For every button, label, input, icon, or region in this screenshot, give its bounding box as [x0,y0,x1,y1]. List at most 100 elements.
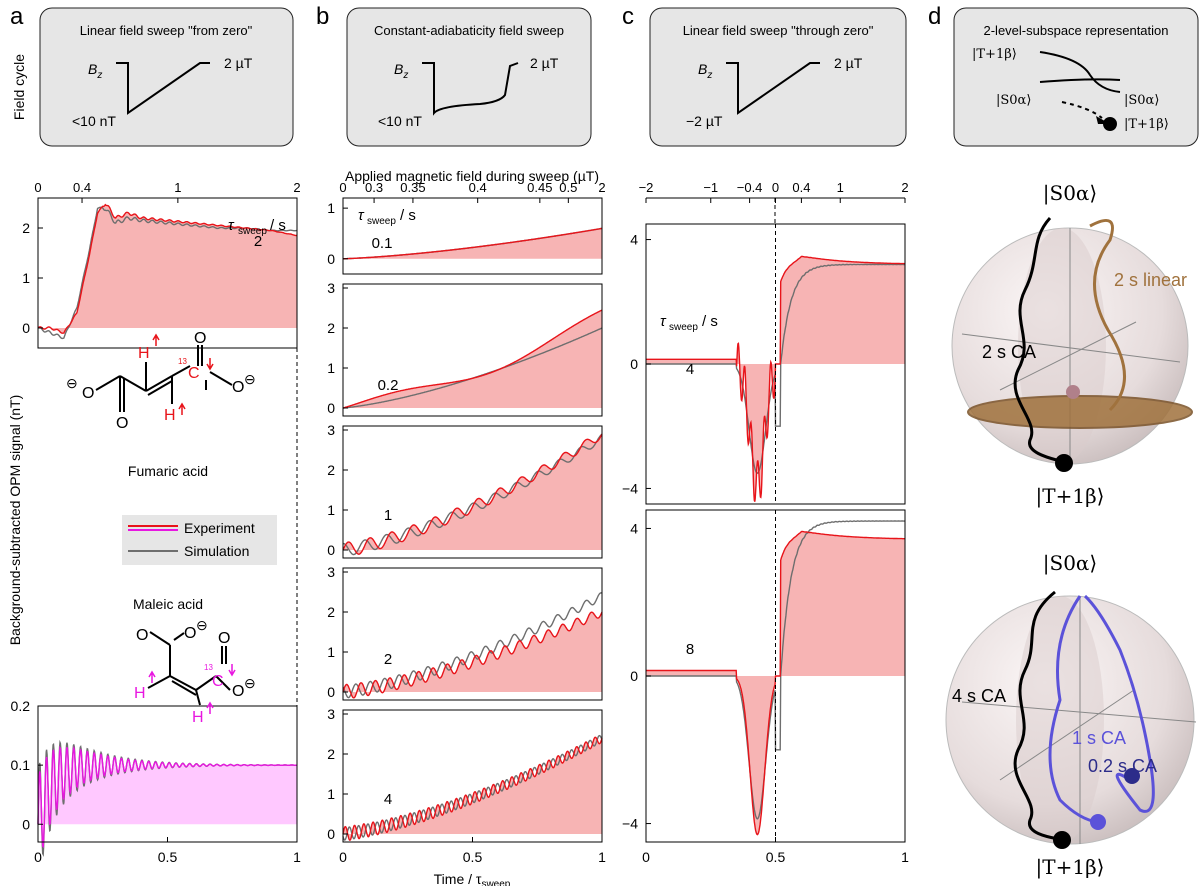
sphere-bottom-ket-s: |S0α⟩ [1043,551,1097,576]
bz-label-c: Bz [698,61,712,81]
y-axis-label: Background-subtracted OPM signal (nT) [7,395,23,646]
cycle-bottom-c: −2 µT [686,113,723,129]
simulation-line [646,263,906,474]
y-tick-label: 2 [327,604,335,620]
sphere-bottom-ket-t: |T+1β⟩ [1036,855,1105,880]
panel-letter-a: a [10,3,24,30]
maleic-name: Maleic acid [133,596,203,612]
tau-label-b: τ [358,207,365,224]
y-tick-label: 2 [327,462,335,478]
svg-text:⊖: ⊖ [196,617,208,633]
experiment-line [342,433,603,555]
y-tick-label: 2 [22,220,30,236]
x-tick-label: 1 [598,849,606,865]
experiment-line [343,227,603,260]
ket-s-right: |S0α⟩ [1124,93,1159,108]
panel-letter-b: b [316,3,329,30]
y-tick-label: −4 [622,480,638,496]
y-tick-label: 0 [327,542,335,558]
top-tick-label: 0.5 [559,180,577,195]
sphere-top-label-linear: 2 s linear [1114,270,1187,290]
tau-label-c-sub: sweep [669,322,698,333]
y-tick-label: 4 [630,520,638,536]
svg-text:O: O [82,385,94,402]
ket-t-left: |T+1β⟩ [972,47,1017,62]
maleic-acid-structure: Maleic acid O O ⊖ H H 13 C O O ⊖ [133,596,256,726]
top-tick-label: 0.4 [792,180,810,195]
legend-simulation: Simulation [184,543,249,559]
cycle-box-b-title: Constant-adiabaticity field sweep [374,23,564,38]
svg-text:H: H [138,345,150,362]
ket-t-right: |T+1β⟩ [1124,117,1169,132]
y-tick-label: 1 [327,200,335,216]
x-axis-label: Time / τsweep [434,871,511,886]
signal-area [343,310,602,408]
cycle-box-d: 2-level-subspace representation |T+1β⟩ |… [953,7,1199,147]
y-tick-label: 0.2 [11,698,31,714]
y-tick-label: 1 [327,360,335,376]
signal-area [343,434,602,555]
cycle-top-a: 2 µT [224,55,253,71]
top-tick-label: 2 [598,180,605,195]
tau-label-a-sub: sweep [238,226,267,237]
cycle-top-b: 2 µT [530,55,559,71]
cycle-box-b: Constant-adiabaticity field sweep Bz 2 µ… [346,7,592,147]
plot-frame [37,197,298,349]
legend: Experiment Simulation [122,515,277,565]
tau-label-a: τ [228,217,235,234]
top-tick-label: −0.4 [737,180,763,195]
y-tick-label: 0 [327,400,335,416]
x-tick-label: 0.5 [766,849,786,865]
cycle-bottom-a: <10 nT [72,113,116,129]
y-tick-label: 0 [22,816,30,832]
y-tick-label: 0 [22,320,30,336]
y-tick-label: 1 [327,786,335,802]
bloch-sphere-top: |S0α⟩ 2 s linear 2 s CA |T+1β⟩ [951,181,1193,509]
top-tick-label: 0.45 [527,180,552,195]
ket-s-left: |S0α⟩ [996,93,1031,108]
tau-value-b: 0.2 [378,377,399,394]
svg-text:13: 13 [204,663,213,672]
tau-value-b: 4 [384,791,392,808]
y-tick-label: 0.1 [11,757,31,773]
simulation-line [342,592,603,699]
signal-area [343,228,602,259]
signal-area [646,531,905,835]
bloch-sphere-bottom: |S0α⟩ 4 s CA 1 s CA 0.2 s CA |T+1β⟩ [945,551,1197,880]
cycle-box-c: Linear field sweep "through zero" Bz 2 µ… [649,7,907,147]
cycle-top-c: 2 µT [834,55,863,71]
sphere-top-ket-s: |S0α⟩ [1043,181,1097,206]
cycle-bottom-b: <10 nT [378,113,422,129]
top-tick-label: 0 [34,180,41,195]
x-tick-label: 0 [34,849,42,865]
svg-text:H: H [164,407,176,424]
experiment-line [37,745,298,849]
x-tick-label: 1 [901,849,909,865]
experiment-line [37,203,297,334]
top-tick-label: 2 [901,180,908,195]
top-tick-label: 0.35 [400,180,425,195]
svg-text:O: O [232,683,244,700]
top-tick-label: 0.4 [469,180,487,195]
top-tick-label: −1 [703,180,718,195]
tau-value-c: 8 [686,641,694,658]
sphere-bottom-label-4s: 4 s CA [952,686,1006,706]
tau-value-b: 2 [384,651,392,668]
plot-frame [342,425,603,559]
y-tick-label: 3 [327,564,335,580]
panel-letter-c: c [622,3,634,30]
plot-frame [342,567,603,701]
top-tick-label: 2 [293,180,300,195]
tau-label-c: τ [660,313,667,330]
svg-text:⊖: ⊖ [244,675,256,691]
experiment-line [342,309,603,409]
bz-label-b: Bz [394,61,408,81]
top-axis-label-b: Applied magnetic field during sweep (µT) [345,168,599,184]
top-tick-label: −2 [639,180,654,195]
cycle-box-a: Linear field sweep "from zero" Bz 2 µT <… [39,7,294,147]
svg-text:O: O [232,379,244,396]
tau-value-b: 1 [384,507,392,524]
y-tick-label: 4 [630,232,638,248]
y-tick-label: 0 [327,684,335,700]
svg-text:O: O [218,630,230,647]
